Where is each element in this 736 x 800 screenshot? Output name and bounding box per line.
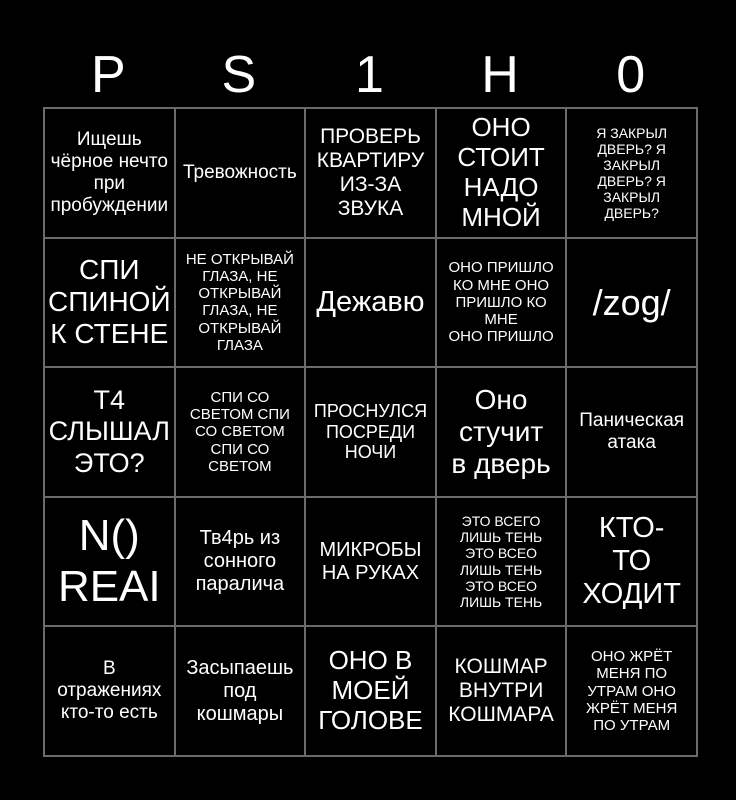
title-letter: P bbox=[90, 46, 126, 104]
bingo-cell[interactable]: СПИ СО СВЕТОМ СПИ СО СВЕТОМ СПИ СО СВЕТО… bbox=[174, 367, 306, 497]
bingo-cell[interactable]: ОНО ЖРЁТ МЕНЯ ПО УТРАМ ОНО ЖРЁТ МЕНЯ ПО … bbox=[566, 626, 697, 756]
title-letter: 1 bbox=[355, 46, 384, 104]
title-letter: H bbox=[481, 46, 519, 104]
bingo-cell[interactable]: Засыпаешь под кошмары bbox=[174, 626, 306, 756]
bingo-cell[interactable]: /zog/ bbox=[566, 237, 697, 368]
bingo-cell[interactable]: КОШМАР ВНУТРИ КОШМАРА bbox=[435, 626, 567, 756]
bingo-grid: Ищешь чёрное нечто при пробуждении Тревож… bbox=[43, 107, 698, 757]
bingo-cell[interactable]: КТО- ТО ХОДИТ bbox=[566, 496, 697, 627]
bingo-cell[interactable]: Тв4рь из сонного паралича bbox=[174, 496, 306, 627]
bingo-cell[interactable]: МИКРОБЫ НА РУКАХ bbox=[305, 496, 436, 627]
bingo-cell[interactable]: В отражениях кто-то есть bbox=[44, 626, 175, 756]
bingo-cell[interactable]: ОНО СТОИТ НАДО МНОЙ bbox=[435, 108, 567, 238]
bingo-cell[interactable]: Ищешь чёрное нечто при пробуждении bbox=[44, 108, 175, 238]
bingo-cell[interactable]: N() REAI bbox=[44, 496, 175, 627]
bingo-cell[interactable]: ОНО В МОЕЙ ГОЛОВЕ bbox=[305, 626, 436, 756]
card-title: P S 1 H 0 bbox=[43, 0, 698, 107]
bingo-cell[interactable]: Я ЗАКРЫЛ ДВЕРЬ? Я ЗАКРЫЛ ДВЕРЬ? Я ЗАКРЫЛ… bbox=[566, 108, 697, 238]
bingo-cell[interactable]: ЭТО ВСЕГО ЛИШЬ ТЕНЬ ЭТО ВСЕО ЛИШЬ ТЕНЬ Э… bbox=[435, 496, 567, 627]
bingo-cell[interactable]: НЕ ОТКРЫВАЙ ГЛАЗА, НЕ ОТКРЫВАЙ ГЛАЗА, НЕ… bbox=[174, 237, 306, 368]
bingo-cell[interactable]: Оно стучит в дверь bbox=[435, 367, 567, 497]
title-letter: S bbox=[221, 46, 257, 104]
title-letter: 0 bbox=[616, 46, 646, 104]
bingo-cell[interactable]: Т4 СЛЫШАЛ ЭТО? bbox=[44, 367, 175, 497]
bingo-cell[interactable]: ОНО ПРИШЛО КО МНЕ ОНО ПРИШЛО КО МНЕ ОНО … bbox=[435, 237, 567, 368]
bingo-cell[interactable]: ПРОВЕРЬ КВАРТИРУ ИЗ-ЗА ЗВУКА bbox=[305, 108, 436, 238]
bingo-cell[interactable]: СПИ СПИНОЙ К СТЕНЕ bbox=[44, 237, 175, 368]
bingo-cell[interactable]: Тревожность bbox=[174, 108, 306, 238]
bingo-card: P S 1 H 0 Ищешь чёрное нечто при пробуждении… bbox=[43, 0, 698, 757]
bingo-cell[interactable]: Дежавю bbox=[305, 237, 436, 368]
bingo-cell[interactable]: Паническая атака bbox=[566, 367, 697, 497]
bingo-cell[interactable]: ПРОСНУЛСЯ ПОСРЕДИ НОЧИ bbox=[305, 367, 436, 497]
